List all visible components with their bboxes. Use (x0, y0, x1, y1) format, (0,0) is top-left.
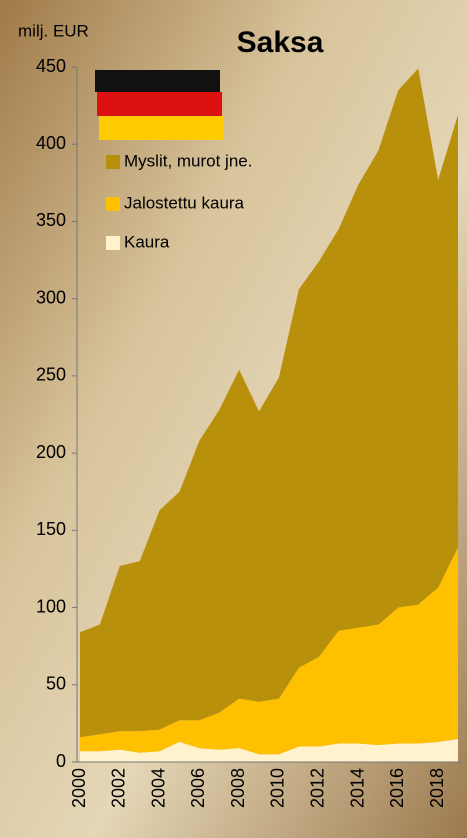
x-tick-label: 2000 (69, 768, 89, 808)
x-tick-label: 2004 (148, 768, 168, 808)
legend-label: Kaura (124, 232, 170, 251)
legend-label: Jalostettu kaura (124, 193, 245, 212)
chart-title: Saksa (237, 26, 324, 59)
y-tick-label: 450 (36, 56, 66, 76)
legend-label: Myslit, murot jne. (124, 151, 252, 170)
y-tick-label: 50 (46, 674, 66, 694)
x-tick-label: 2012 (307, 768, 327, 808)
area (80, 68, 458, 738)
flag (95, 70, 224, 140)
area (80, 738, 458, 762)
area (80, 547, 458, 755)
x-tick-label: 2006 (188, 768, 208, 808)
x-tick-label: 2016 (387, 768, 407, 808)
y-tick-label: 200 (36, 442, 66, 462)
legend-swatch (106, 155, 120, 169)
y-tick-label: 100 (36, 596, 66, 616)
y-tick-label: 350 (36, 210, 66, 230)
x-tick-label: 2010 (268, 768, 288, 808)
legend-swatch (106, 197, 120, 211)
y-axis-label: milj. EUR (18, 21, 89, 40)
x-tick-label: 2002 (109, 768, 129, 808)
y-tick-label: 150 (36, 519, 66, 539)
legend-swatch (106, 236, 120, 250)
y-tick-label: 0 (56, 751, 66, 771)
y-tick-label: 300 (36, 287, 66, 307)
x-tick-label: 2018 (427, 768, 447, 808)
y-tick-label: 250 (36, 365, 66, 385)
x-tick-label: 2008 (228, 768, 248, 808)
x-tick-label: 2014 (347, 768, 367, 808)
y-tick-label: 400 (36, 133, 66, 153)
